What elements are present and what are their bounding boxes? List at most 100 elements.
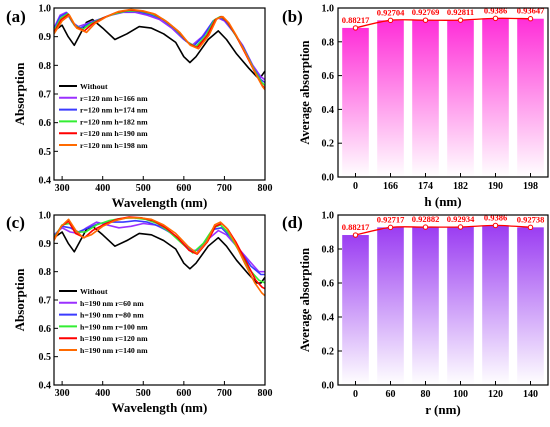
- x-tick-label-5: 198: [523, 181, 538, 192]
- y-tick-label-0: 0.4: [39, 381, 52, 392]
- y-axis-title: Average absorption: [298, 40, 312, 144]
- x-tick-label-0: 300: [55, 183, 70, 194]
- bar-1: [377, 20, 404, 177]
- x-tick-label-1: 400: [95, 388, 110, 399]
- data-label-2: 0.92882: [412, 214, 440, 224]
- legend-label-0: Without: [80, 82, 108, 91]
- bar-3: [447, 227, 474, 385]
- x-tick-label-4: 700: [217, 183, 232, 194]
- data-label-1: 0.92717: [377, 214, 405, 224]
- legend-label-1: r=120 nm h=166 nm: [80, 94, 148, 103]
- x-tick-label-3: 182: [453, 181, 468, 192]
- x-tick-label-2: 80: [421, 389, 431, 400]
- series-line-2: [53, 219, 265, 276]
- legend-label-1: h=190 nm r=60 nm: [80, 299, 144, 308]
- x-tick-label-2: 500: [136, 183, 151, 194]
- avg-point-1: [387, 17, 394, 24]
- y-tick-label-6: 1.0: [39, 211, 52, 222]
- x-tick-label-2: 500: [136, 388, 151, 399]
- y-tick-label-3: 0.6: [322, 279, 335, 290]
- data-label-4: 0.9386: [484, 5, 507, 15]
- avg-point-3: [457, 17, 464, 23]
- x-tick-label-1: 166: [383, 181, 398, 192]
- legend-label-4: h=190 nm r=120 nm: [80, 334, 148, 343]
- x-tick-label-3: 100: [453, 389, 468, 400]
- plot-frame: [53, 214, 266, 386]
- data-label-5: 0.93647: [517, 6, 545, 16]
- bar-0: [342, 235, 369, 385]
- y-tick-label-3: 0.7: [39, 90, 52, 101]
- x-tick-label-4: 700: [217, 388, 232, 399]
- y-tick-label-4: 0.8: [322, 37, 335, 48]
- data-label-3: 0.92811: [447, 7, 474, 17]
- y-tick-label-5: 1.0: [322, 4, 335, 15]
- x-tick-label-4: 120: [488, 389, 503, 400]
- bar-0: [342, 27, 369, 178]
- panel-d: (d) 0.88217 0.92717 0.92882 0.92934 0.9386 0.…: [282, 211, 549, 417]
- panel-label-a: (a): [6, 7, 26, 26]
- x-tick-label-5: 140: [523, 389, 538, 400]
- y-tick-label-4: 0.8: [39, 61, 52, 72]
- y-tick-label-3: 0.6: [322, 71, 335, 82]
- x-tick-label-0: 0: [353, 389, 358, 400]
- panel-label-c: (c): [6, 213, 25, 232]
- series-line-5: [53, 217, 266, 297]
- avg-line: [355, 17, 531, 29]
- x-axis-title: r (nm): [425, 402, 461, 417]
- bar-4: [482, 225, 509, 385]
- legend-label-5: r=120 nm h=198 nm: [80, 141, 148, 150]
- data-label-5: 0.92738: [517, 214, 545, 224]
- panel-label-b: (b): [282, 7, 303, 26]
- avg-point-3: [457, 224, 464, 230]
- x-tick-label-5: 800: [258, 183, 273, 194]
- x-tick-label-3: 600: [176, 388, 191, 399]
- legend-label-0: Without: [80, 287, 108, 296]
- series-line-5: [53, 8, 266, 91]
- y-tick-label-5: 0.9: [39, 239, 52, 250]
- series-line-3: [53, 217, 266, 284]
- y-tick-label-2: 0.4: [322, 313, 335, 324]
- bar-2: [412, 227, 439, 385]
- avg-point-5: [527, 16, 534, 22]
- legend-label-3: r=120 nm h=182 nm: [80, 117, 148, 126]
- y-tick-label-5: 0.9: [39, 32, 52, 43]
- y-tick-label-0: 0.4: [39, 176, 52, 187]
- y-axis-title: Absorption: [12, 268, 27, 332]
- data-label-1: 0.92704: [377, 7, 405, 17]
- y-tick-label-1: 0.2: [322, 347, 335, 358]
- x-tick-label-2: 174: [418, 181, 433, 192]
- x-tick-label-0: 300: [55, 388, 70, 399]
- panel-label-d: (d): [282, 213, 303, 232]
- y-tick-label-5: 1.0: [322, 211, 335, 222]
- avg-point-0: [352, 25, 359, 31]
- legend-label-3: h=190 nm r=100 nm: [80, 322, 148, 331]
- y-tick-label-1: 0.2: [322, 139, 335, 150]
- data-label-0: 0.88217: [342, 15, 370, 25]
- legend-label-2: h=190 nm r=80 nm: [80, 311, 144, 320]
- x-tick-label-3: 600: [176, 183, 191, 194]
- x-tick-label-0: 0: [353, 181, 358, 192]
- data-label-4: 0.9386: [484, 212, 507, 222]
- y-tick-label-1: 0.5: [39, 352, 52, 363]
- x-tick-label-5: 800: [258, 388, 273, 399]
- bar-5: [517, 18, 544, 177]
- x-axis-title: h (nm): [424, 194, 461, 209]
- y-tick-label-2: 0.6: [39, 118, 52, 129]
- plot-frame: [337, 214, 549, 386]
- avg-point-4: [492, 222, 499, 229]
- y-tick-label-6: 1.0: [39, 4, 52, 15]
- plot-frame: [337, 7, 549, 178]
- x-axis-title: Wavelength (nm): [112, 400, 208, 415]
- y-tick-label-0: 0.0: [322, 173, 335, 184]
- panel-a: (a) 300 400 500 600 700 800 0.4 0.5 0.6 0.7 0.8 0.9…: [6, 4, 273, 211]
- y-tick-label-2: 0.6: [39, 324, 52, 335]
- y-axis-title: Absorption: [12, 62, 27, 126]
- bar-5: [517, 227, 544, 385]
- y-tick-label-4: 0.8: [39, 267, 52, 278]
- avg-line: [355, 224, 531, 236]
- y-tick-label-4: 0.8: [322, 245, 335, 256]
- bar-4: [482, 18, 509, 177]
- panel-c: (c) 300 400 500 600 700 800 0.4 0.5 0.6 0.7 0.8 0.9…: [6, 211, 273, 416]
- avg-point-4: [492, 15, 499, 22]
